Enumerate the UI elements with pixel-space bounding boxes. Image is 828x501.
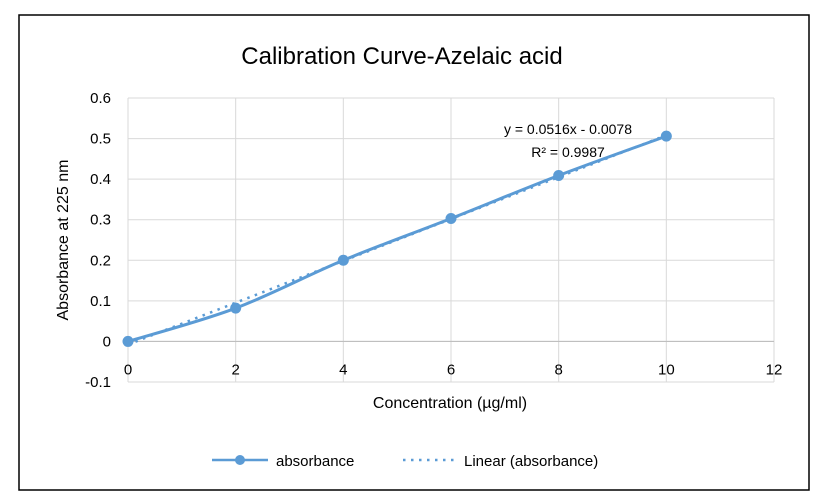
- x-tick-label: 2: [231, 361, 239, 378]
- x-tick-label: 12: [766, 361, 783, 378]
- y-tick-label: 0.5: [90, 131, 111, 148]
- x-tick-label: 8: [554, 361, 562, 378]
- chart-title: Calibration Curve-Azelaic acid: [241, 43, 562, 70]
- legend-absorbance-label: absorbance: [276, 453, 354, 470]
- x-tick-label: 6: [447, 361, 455, 378]
- chart-frame: [18, 14, 810, 491]
- absorbance-data-point: [553, 169, 565, 181]
- legend-absorbance-marker: [235, 455, 245, 465]
- x-tick-label: 10: [658, 361, 675, 378]
- x-tick-label: 4: [339, 361, 347, 378]
- absorbance-data-point: [445, 212, 457, 224]
- data-series: [122, 130, 672, 347]
- y-axis-title: Absorbance at 225 nm: [55, 160, 72, 321]
- y-tick-label: 0.2: [90, 252, 111, 269]
- grid: [127, 97, 775, 383]
- x-tick-label: 0: [124, 361, 132, 378]
- tick-labels: -0.1 0 0.1 0.2 0.3 0.4 0.5 0.6 0 2 4 6 8 10 12: [85, 90, 782, 391]
- legend: absorbance Linear (absorbance): [212, 453, 598, 470]
- legend-linear-label: Linear (absorbance): [464, 453, 598, 470]
- y-tick-label: 0.1: [90, 293, 111, 310]
- absorbance-data-point: [660, 130, 672, 142]
- x-axis-title: Concentration (µg/ml): [373, 395, 527, 412]
- absorbance-data-point: [337, 254, 349, 266]
- r-squared-label: R² = 0.9987: [531, 144, 605, 160]
- y-tick-label: 0.3: [90, 212, 111, 229]
- absorbance-data-point: [230, 302, 242, 314]
- y-tick-label: 0.4: [90, 171, 111, 188]
- absorbance-data-point: [122, 335, 134, 347]
- y-tick-label: 0.6: [90, 90, 111, 107]
- trendline-equation: y = 0.0516x - 0.0078: [504, 121, 632, 137]
- absorbance-series-line: [127, 134, 667, 343]
- y-tick-label: 0: [103, 333, 111, 350]
- y-tick-label: -0.1: [85, 374, 111, 391]
